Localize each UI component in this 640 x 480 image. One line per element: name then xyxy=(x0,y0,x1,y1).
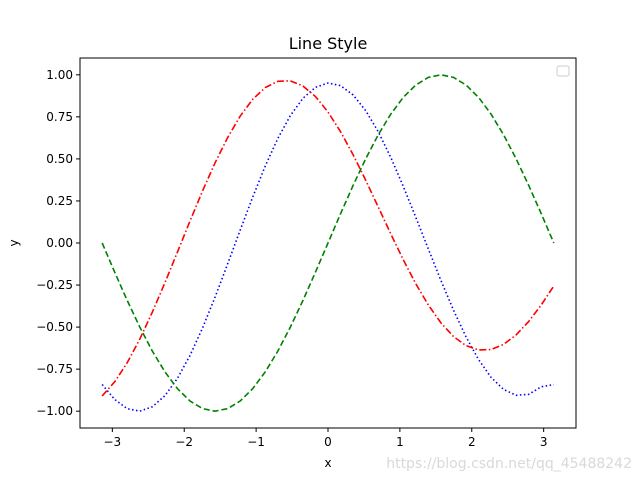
y-tick-label: −0.50 xyxy=(36,320,73,334)
y-axis-label: y xyxy=(7,239,21,246)
y-tick-label: 0.50 xyxy=(46,152,73,166)
chart-title: Line Style xyxy=(289,34,368,53)
y-tick-label: −1.00 xyxy=(36,404,73,418)
legend-box xyxy=(556,65,570,77)
x-tick-label: −3 xyxy=(103,435,121,449)
y-axis-ticks: −1.00 −0.75 −0.50 −0.25 0.00 0.25 0.50 0.75 1.00 xyxy=(36,68,80,418)
series-line-3 xyxy=(101,74,555,412)
y-tick-label: 0.25 xyxy=(46,194,73,208)
y-tick-label: −0.25 xyxy=(36,278,73,292)
x-tick-label: 3 xyxy=(540,435,548,449)
x-tick-label: −1 xyxy=(247,435,265,449)
x-axis-ticks: −3 −2 −1 0 1 2 3 xyxy=(103,428,547,449)
x-tick-label: 2 xyxy=(468,435,476,449)
x-tick-label: −2 xyxy=(175,435,193,449)
x-tick-label: 0 xyxy=(324,435,332,449)
series-line-2 xyxy=(101,80,555,397)
x-tick-label: 1 xyxy=(396,435,404,449)
y-tick-label: −0.75 xyxy=(36,362,73,376)
y-tick-label: 1.00 xyxy=(46,68,73,82)
watermark-text: https://blog.csdn.net/qq_45488242 xyxy=(386,456,632,472)
series-line-1 xyxy=(101,82,554,412)
y-tick-label: 0.00 xyxy=(46,236,73,250)
y-tick-label: 0.75 xyxy=(46,110,73,124)
x-axis-label: x xyxy=(324,456,331,470)
series-layer xyxy=(101,74,555,412)
